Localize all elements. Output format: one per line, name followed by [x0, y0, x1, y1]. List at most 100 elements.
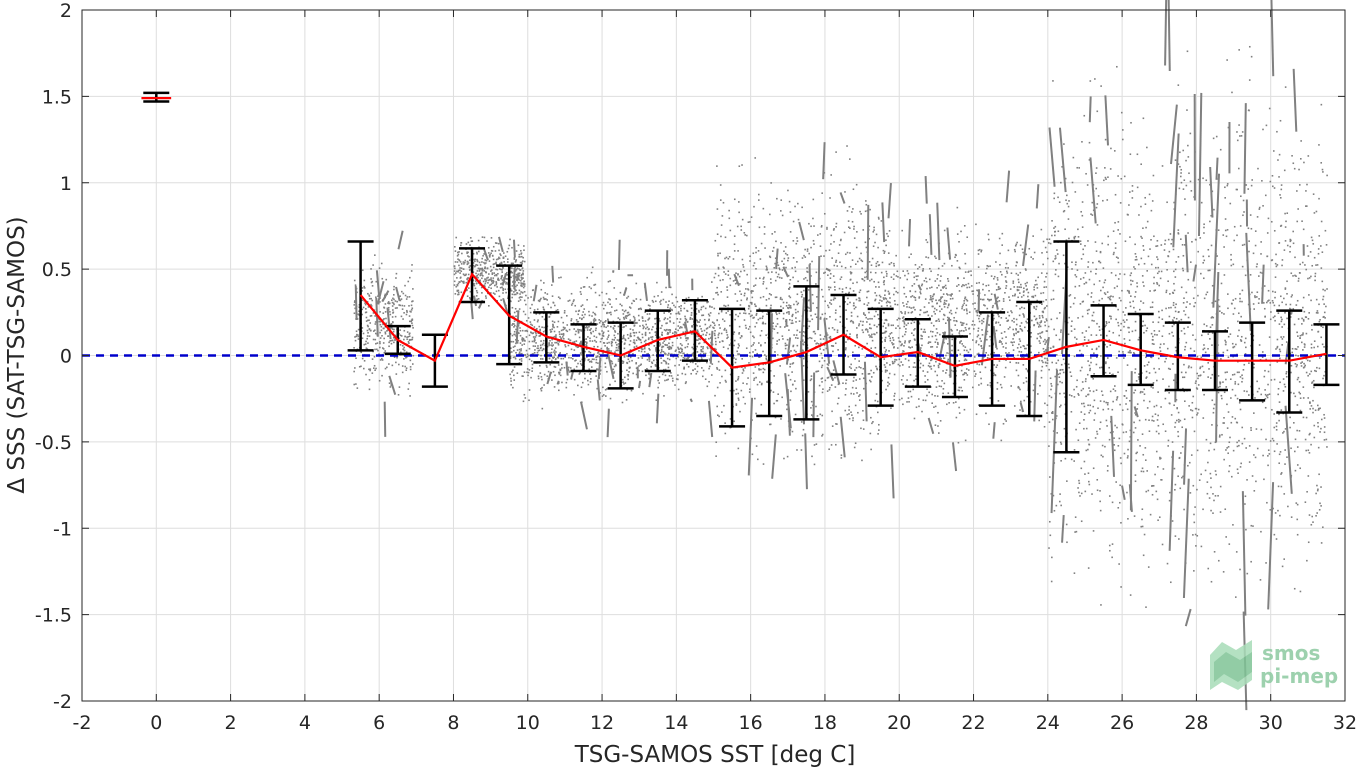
scatter-point	[852, 380, 855, 382]
scatter-streak	[825, 267, 831, 272]
scatter-point	[374, 254, 376, 256]
scatter-point	[622, 316, 625, 319]
scatter-point	[1141, 467, 1144, 470]
scatter-point	[584, 372, 586, 375]
scatter-point	[478, 270, 481, 272]
scatter-point	[680, 309, 682, 312]
scatter-point	[492, 266, 495, 269]
scatter-point	[718, 312, 720, 315]
scatter-point	[511, 296, 513, 299]
scatter-point	[476, 298, 478, 301]
scatter-point	[545, 364, 548, 367]
scatter-point	[873, 226, 875, 229]
scatter-streak	[993, 293, 999, 310]
scatter-point	[974, 373, 977, 375]
scatter-point	[379, 341, 381, 343]
scatter-point	[701, 295, 703, 298]
scatter-point	[523, 290, 526, 293]
scatter-point	[746, 234, 748, 237]
scatter-point	[718, 415, 720, 418]
scatter-point	[871, 339, 874, 342]
scatter-point	[975, 340, 978, 342]
scatter-point	[523, 260, 526, 263]
scatter-point	[972, 293, 974, 295]
scatter-point	[907, 272, 910, 275]
scatter-point	[823, 272, 825, 274]
scatter-point	[1018, 350, 1021, 353]
scatter-point	[457, 269, 460, 272]
scatter-point	[495, 274, 498, 277]
scatter-point	[1010, 272, 1013, 275]
scatter-streak	[667, 268, 671, 289]
scatter-point	[503, 261, 505, 263]
scatter-point	[632, 315, 635, 318]
scatter-point	[400, 290, 403, 293]
scatter-point	[675, 349, 677, 352]
scatter-point	[870, 327, 872, 330]
scatter-point	[828, 388, 831, 391]
scatter-point	[850, 411, 852, 414]
scatter-point	[801, 340, 804, 343]
scatter-point	[779, 296, 782, 299]
scatter-point	[572, 300, 575, 303]
scatter-point	[787, 311, 790, 313]
scatter-point	[394, 339, 396, 342]
scatter-point	[954, 256, 956, 259]
scatter-point	[651, 362, 654, 365]
scatter-point	[623, 347, 626, 350]
scatter-point	[713, 332, 716, 335]
scatter-point	[460, 267, 463, 270]
scatter-point	[835, 309, 837, 312]
scatter-point	[776, 317, 779, 320]
scatter-point	[862, 312, 865, 314]
scatter-point	[614, 341, 617, 344]
scatter-point	[896, 270, 899, 273]
scatter-point	[874, 399, 877, 402]
scatter-point	[506, 258, 509, 260]
scatter-point	[651, 338, 653, 341]
scatter-point	[579, 291, 582, 293]
scatter-point	[886, 232, 888, 235]
scatter-point	[363, 285, 365, 288]
scatter-point	[808, 289, 810, 291]
scatter-point	[455, 236, 458, 239]
scatter-point	[385, 317, 387, 320]
scatter-point	[716, 368, 719, 370]
scatter-point	[456, 254, 459, 257]
scatter-point	[832, 275, 835, 277]
scatter-point	[368, 388, 371, 391]
scatter-point	[515, 339, 517, 341]
scatter-point	[374, 332, 377, 335]
scatter-point	[648, 317, 651, 320]
scatter-point	[609, 303, 611, 306]
scatter-point	[700, 345, 703, 348]
scatter-point	[978, 248, 981, 251]
scatter-point	[844, 348, 847, 351]
scatter-point	[552, 336, 555, 339]
scatter-point	[1219, 511, 1222, 513]
scatter-point	[792, 220, 795, 223]
scatter-point	[735, 388, 738, 391]
scatter-point	[977, 289, 979, 292]
scatter-point	[717, 334, 720, 336]
scatter-point	[677, 325, 680, 327]
scatter-point	[800, 449, 803, 451]
scatter-point	[1212, 512, 1214, 514]
scatter-point	[633, 317, 636, 319]
scatter-point	[478, 280, 481, 282]
scatter-point	[1272, 301, 1274, 304]
scatter-point	[920, 263, 923, 266]
scatter-point	[943, 341, 945, 344]
scatter-point	[593, 345, 595, 348]
scatter-point	[808, 325, 811, 328]
scatter-point	[681, 326, 683, 329]
scatter-point	[679, 326, 682, 328]
scatter-point	[533, 309, 536, 311]
scatter-point	[465, 243, 468, 245]
scatter-point	[853, 228, 855, 230]
scatter-point	[759, 296, 762, 299]
scatter-point	[497, 258, 500, 260]
scatter-point	[509, 355, 512, 358]
scatter-point	[678, 321, 681, 323]
scatter-point	[1015, 332, 1017, 335]
